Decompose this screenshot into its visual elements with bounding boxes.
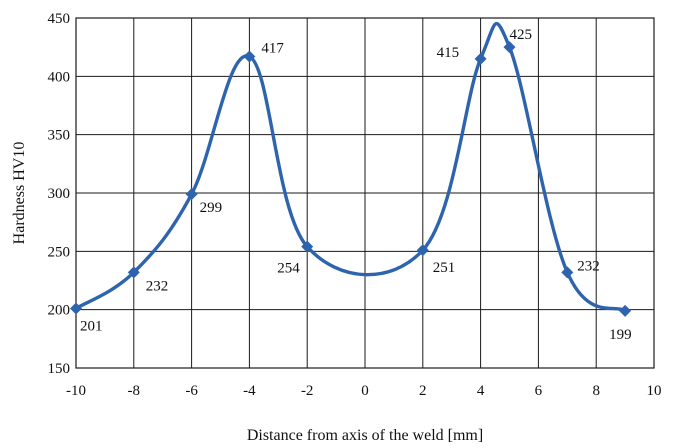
x-tick-label: -6 bbox=[185, 383, 198, 399]
x-tick-label: 8 bbox=[592, 383, 600, 399]
data-label: 232 bbox=[146, 278, 169, 294]
hardness-series-line bbox=[74, 21, 627, 313]
x-tick-label: 0 bbox=[361, 383, 369, 399]
data-label: 425 bbox=[510, 27, 533, 43]
data-point-marker bbox=[243, 50, 256, 63]
x-tick-label: -4 bbox=[243, 383, 256, 399]
y-tick-label: 350 bbox=[48, 128, 71, 144]
data-point-marker bbox=[619, 304, 632, 317]
data-label: 299 bbox=[200, 200, 223, 216]
x-tick-label: 10 bbox=[647, 383, 662, 399]
data-point-marker bbox=[127, 266, 140, 279]
data-label: 199 bbox=[609, 327, 632, 343]
data-labels: 201 232 299 417 254 251 415 425 232 199 bbox=[80, 27, 632, 343]
x-tick-label: -10 bbox=[66, 383, 86, 399]
data-point-marker bbox=[185, 188, 198, 201]
x-tick-label: 6 bbox=[535, 383, 543, 399]
data-label: 251 bbox=[433, 260, 456, 276]
y-tick-label: 250 bbox=[48, 244, 71, 260]
data-point-marker bbox=[416, 244, 429, 257]
x-axis-ticks: -10 -8 -6 -4 -2 0 2 4 6 8 10 bbox=[66, 383, 662, 399]
data-point-marker bbox=[70, 302, 82, 315]
y-tick-label: 150 bbox=[48, 361, 71, 377]
data-label: 232 bbox=[577, 258, 600, 274]
x-tick-label: 2 bbox=[419, 383, 427, 399]
data-point-marker bbox=[474, 52, 487, 65]
data-label: 417 bbox=[261, 41, 284, 57]
data-point-markers bbox=[70, 41, 632, 317]
data-label: 254 bbox=[277, 261, 300, 277]
plot-area-frame bbox=[75, 17, 655, 369]
data-label: 415 bbox=[437, 45, 460, 61]
y-tick-label: 300 bbox=[48, 186, 71, 202]
data-point-marker bbox=[561, 266, 574, 279]
y-axis-title: Hardness HV10 bbox=[11, 142, 28, 245]
y-tick-label: 450 bbox=[48, 11, 71, 27]
x-axis-title: Distance from axis of the weld [mm] bbox=[247, 427, 483, 444]
grid-lines bbox=[75, 17, 655, 369]
data-label: 201 bbox=[80, 319, 103, 335]
data-point-marker bbox=[503, 41, 516, 54]
data-point-marker bbox=[301, 240, 314, 253]
x-tick-label: 4 bbox=[477, 383, 485, 399]
y-tick-label: 200 bbox=[48, 303, 71, 319]
x-tick-label: -8 bbox=[128, 383, 141, 399]
x-tick-label: -2 bbox=[301, 383, 314, 399]
y-axis-ticks: 150 200 250 300 350 400 450 bbox=[48, 11, 71, 377]
y-tick-label: 400 bbox=[48, 69, 71, 85]
